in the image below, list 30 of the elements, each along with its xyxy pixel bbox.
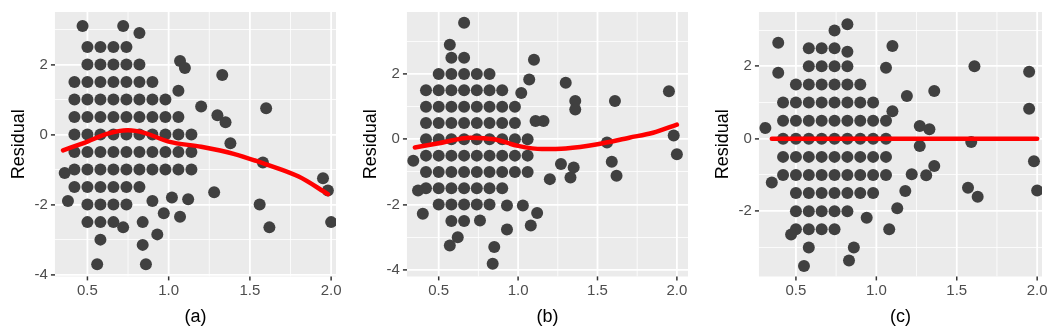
line-series [412,122,680,152]
x-tick-label: 2.0 [1026,281,1048,299]
x-tick-label: 2.0 [666,281,688,299]
x-tick-label: 1.5 [239,281,261,299]
x-axis-title: (a) [184,306,207,327]
x-axis-title: (c) [889,306,911,327]
x-tick-label: 0.5 [77,281,98,299]
y-tick-label: 0 [39,124,48,142]
y-axis-title: Residual [711,109,732,180]
y-tick-label: -2 [738,201,752,219]
y-tick-label: 0 [391,129,400,147]
x-tick-label: 2.0 [320,281,342,299]
x-tick-label: 1.5 [946,281,968,299]
y-axis-title: Residual [7,109,28,180]
x-tick-label: 1.0 [507,281,529,299]
x-tick-label: 0.5 [785,281,807,299]
x-axis-title: (b) [536,306,559,327]
y-tick-label: 2 [39,54,48,72]
y-tick-label: -4 [34,264,48,282]
x-tick-label: 1.0 [865,281,887,299]
x-tick-label: 1.0 [158,281,180,299]
y-tick-label: -2 [386,194,400,212]
x-tick-label: 0.5 [428,281,450,299]
y-tick-label: 2 [743,56,752,74]
y-tick-label: 2 [391,64,400,82]
x-tick-label: 1.5 [587,281,608,299]
y-tick-label: -4 [386,260,400,278]
y-axis-title: Residual [359,109,380,180]
y-tick-label: 0 [743,128,752,146]
y-tick-label: -2 [34,194,48,212]
